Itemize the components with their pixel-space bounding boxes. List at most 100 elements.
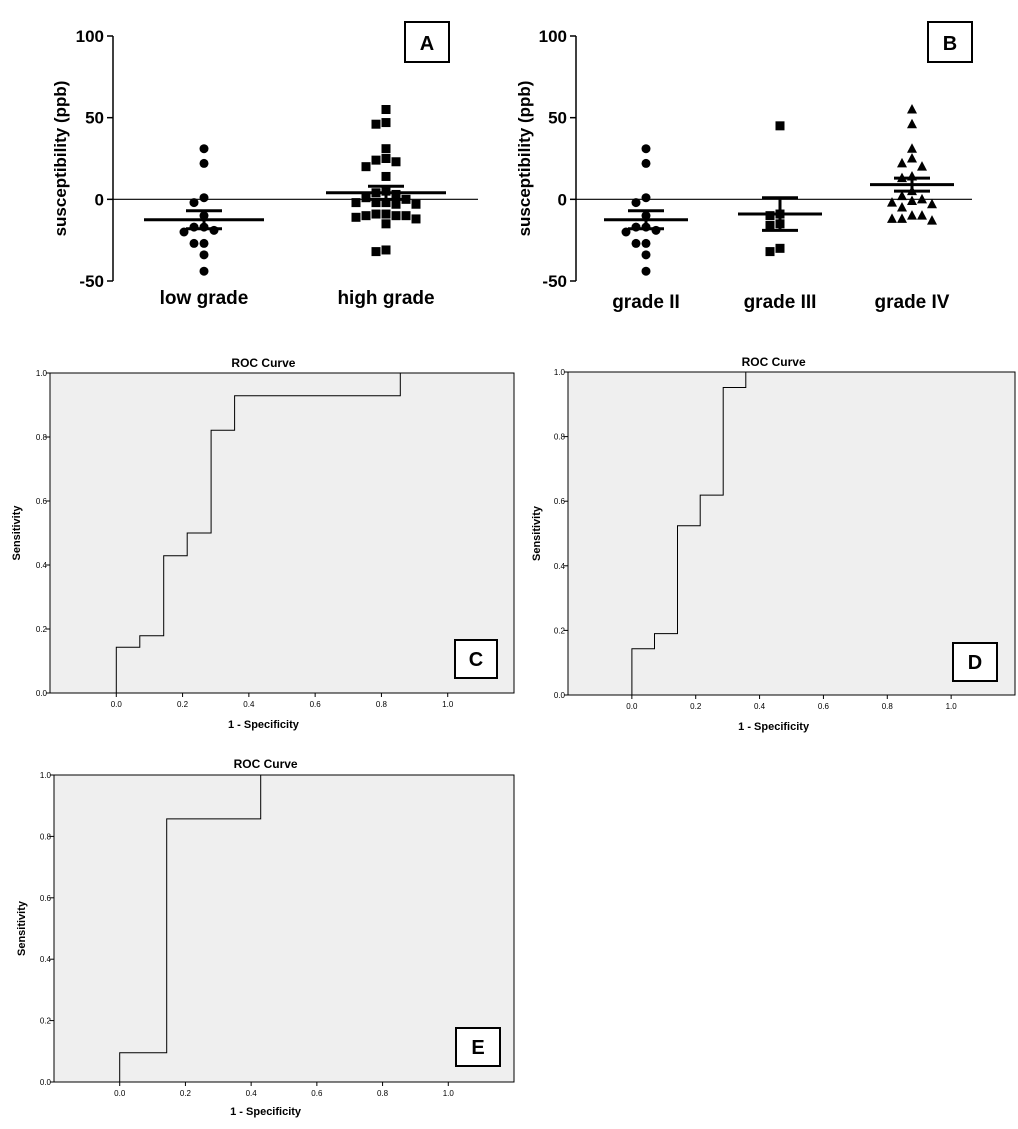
x-tick-label: 0.0	[114, 1089, 126, 1098]
data-point	[917, 210, 927, 220]
data-point	[381, 209, 391, 219]
data-point	[401, 211, 411, 221]
y-axis-label: Sensitivity	[11, 505, 23, 561]
data-point	[641, 158, 651, 168]
group-high-grade: high grade	[326, 105, 446, 309]
data-point	[401, 194, 411, 204]
data-point	[381, 198, 391, 208]
x-tick-label: 0.2	[690, 702, 702, 711]
category-label: grade III	[744, 292, 817, 313]
data-point	[371, 198, 381, 208]
category-label: grade IV	[875, 292, 950, 313]
data-point	[641, 266, 651, 276]
data-point	[391, 199, 401, 209]
data-point	[631, 198, 641, 208]
data-point	[361, 211, 371, 221]
category-label: high grade	[337, 288, 434, 309]
y-tick-label: 0.6	[40, 894, 52, 903]
panel-label-box	[404, 21, 450, 63]
data-point	[371, 209, 381, 219]
panel-label-box	[952, 642, 998, 682]
category-label: grade II	[612, 292, 680, 313]
y-axis-label: Sensitivity	[531, 505, 543, 561]
data-point	[887, 213, 897, 223]
roc-curve-line	[119, 774, 449, 1082]
data-point	[391, 211, 401, 221]
data-point	[411, 214, 421, 224]
data-point	[351, 198, 361, 208]
data-point	[927, 215, 937, 225]
data-point	[887, 197, 897, 207]
x-axis-label: 1 - Specificity	[230, 1106, 302, 1118]
data-point	[391, 157, 401, 167]
data-point	[381, 154, 391, 163]
data-point	[641, 193, 651, 203]
data-point	[907, 153, 917, 163]
data-point	[371, 247, 381, 257]
dotplot-panel-a: -50 0 50 100 susceptibility (ppb) low grade hi…	[51, 21, 478, 309]
data-point	[189, 222, 199, 232]
x-tick-label: 0.6	[310, 700, 322, 709]
x-tick-label: 0.4	[243, 700, 255, 709]
x-tick-label: 0.8	[377, 1089, 389, 1098]
y-axis-label: Sensitivity	[16, 900, 28, 956]
data-point	[381, 171, 391, 181]
data-point	[199, 144, 209, 154]
y-tick-label: 0.4	[554, 562, 566, 571]
data-point	[361, 162, 371, 172]
x-axis-label: 1 - Specificity	[738, 721, 810, 733]
data-point	[917, 193, 927, 204]
data-point	[351, 212, 361, 222]
x-tick-label: 0.8	[376, 700, 388, 709]
data-point	[775, 243, 785, 253]
chart-title: ROC Curve	[742, 355, 806, 369]
y-tick-label: 0.4	[36, 561, 48, 570]
x-tick-label: 0.2	[180, 1089, 192, 1098]
data-point	[907, 118, 917, 129]
data-point	[917, 161, 927, 171]
data-point	[381, 144, 391, 154]
y-tick-label: 0.6	[554, 497, 566, 506]
panel-label: A	[420, 33, 434, 55]
y-tick-label: 0.6	[36, 497, 48, 506]
data-point	[927, 198, 937, 209]
roc-panel-e: ROC Curve 0.0 0.2 0.4 0.6 0.8 1.0 0.0 0.2 0.4 0.6 0…	[16, 757, 515, 1118]
x-tick-label: 0.4	[246, 1089, 258, 1098]
data-point	[199, 238, 209, 248]
data-point	[641, 250, 651, 260]
data-point	[631, 222, 641, 232]
y-tick-label: 0	[95, 190, 104, 209]
x-tick-label: 0.4	[754, 702, 766, 711]
data-point	[907, 143, 917, 153]
roc-curve-line	[115, 373, 401, 693]
panel-label-box	[455, 1027, 501, 1067]
x-tick-label: 1.0	[946, 702, 958, 711]
y-tick-label: 0.8	[40, 832, 52, 841]
y-tick-label: 50	[85, 109, 104, 128]
data-point	[641, 238, 651, 248]
y-tick-label: 0.0	[36, 689, 48, 698]
y-tick-label: 0.2	[554, 626, 566, 635]
data-point	[371, 119, 381, 129]
data-point	[897, 213, 907, 223]
data-point	[897, 202, 907, 212]
y-tick-label: 0.2	[40, 1017, 52, 1026]
y-tick-label: 100	[76, 27, 104, 46]
x-tick-label: 0.0	[626, 702, 638, 711]
data-point	[381, 118, 391, 128]
data-point	[381, 219, 391, 229]
data-point	[765, 211, 775, 221]
panel-label: E	[471, 1037, 484, 1059]
group-grade-iv: grade IV	[870, 104, 954, 313]
plot-area	[53, 774, 515, 1083]
y-tick-label: 0	[558, 190, 567, 209]
y-axis-label: susceptibility (ppb)	[515, 81, 534, 237]
x-tick-label: 1.0	[442, 700, 454, 709]
data-point	[765, 220, 775, 230]
y-tick-label: 0.4	[40, 955, 52, 964]
data-point	[189, 198, 199, 208]
plot-area	[49, 372, 515, 694]
panel-label: B	[943, 33, 957, 55]
data-point	[631, 238, 641, 248]
